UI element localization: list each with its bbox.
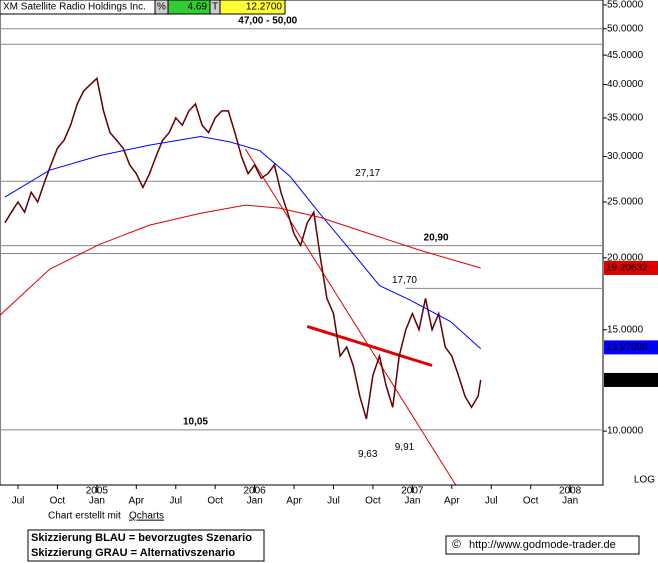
y-tick-label: 25.0000 (607, 197, 644, 208)
url-icon: © (452, 537, 461, 551)
scale-label: LOG (634, 475, 655, 486)
x-tick-label: Apr (286, 496, 302, 507)
change: 4.69 (188, 2, 208, 13)
last-box (219, 0, 286, 15)
x-tick-label: Oct (523, 496, 539, 507)
y-tick-label: 40.0000 (607, 79, 644, 90)
header: XM Satellite Radio Holdings Inc. % 4.69 … (0, 0, 286, 15)
credit-link[interactable]: Qcharts (129, 511, 164, 522)
legend-line: Skizzierung BLAU = bevorzugtes Szenario (31, 532, 252, 544)
x-tick-label: Jul (169, 496, 182, 507)
x-tick-label: Apr (444, 496, 460, 507)
price-box (604, 372, 658, 387)
year-label: 2005 (86, 486, 109, 497)
level-label: 10,05 (183, 416, 208, 427)
level-label: 17,70 (392, 275, 417, 286)
x-tick-label: Apr (129, 496, 145, 507)
legend-box (27, 529, 265, 562)
x-tick-label: Oct (365, 496, 381, 507)
y-tick-label: 50.0000 (607, 23, 644, 34)
low-label: 9,91 (395, 442, 415, 453)
low-label: 9,63 (358, 449, 378, 460)
last-price: 12.2700 (246, 2, 283, 13)
x-tick-label: Jan (404, 496, 420, 507)
price-label: 19.20632 (606, 263, 648, 274)
y-tick-label: 45.0000 (607, 50, 644, 61)
x-tick-label: Jul (327, 496, 340, 507)
level-label: 47,00 - 50,00 (238, 15, 297, 26)
y-tick-label: 20.0000 (607, 252, 644, 263)
price-label: 13.97668 (606, 342, 648, 353)
year-label: 2006 (244, 486, 267, 497)
legend-line: Skizzierung GRAU = Alternativszenario (31, 547, 235, 559)
url-box (445, 535, 640, 555)
x-tick-label: Oct (50, 496, 66, 507)
x-tick-label: Jan (247, 496, 263, 507)
level-label: 27,17 (355, 168, 380, 179)
credit: Chart erstellt mit (48, 511, 121, 522)
year-label: 2007 (401, 486, 424, 497)
series-line (4, 135, 482, 350)
price-box (604, 260, 658, 275)
x-tick-label: Jan (562, 496, 578, 507)
y-tick-label: 55.0000 (607, 0, 644, 11)
y-tick-label: 35.0000 (607, 113, 644, 124)
price-label: 12.2700 (606, 375, 643, 386)
x-tick-label: Jul (12, 496, 25, 507)
plot: 47,00 - 50,00 27,17 20,90 17,70 10,05 9,63 9,9… (0, 15, 603, 486)
trend-line (306, 324, 433, 367)
trend-line (245, 148, 457, 486)
title: XM Satellite Radio Holdings Inc. (3, 2, 146, 13)
t-label: T (212, 2, 218, 13)
x-tick-label: Jan (89, 496, 105, 507)
y-tick-label: 15.0000 (607, 324, 644, 335)
x-tick-label: Oct (207, 496, 223, 507)
year-label: 2008 (559, 486, 582, 497)
series-line (0, 204, 481, 316)
level-label: 20,90 (424, 232, 449, 243)
x-tick-label: Jul (485, 496, 498, 507)
price-box (604, 340, 658, 355)
series-line (4, 76, 482, 420)
y-tick-label: 30.0000 (607, 151, 644, 162)
url[interactable]: http://www.godmode-trader.de (469, 539, 616, 551)
pct-label: % (157, 2, 166, 13)
y-tick-label: 10.0000 (607, 426, 644, 437)
